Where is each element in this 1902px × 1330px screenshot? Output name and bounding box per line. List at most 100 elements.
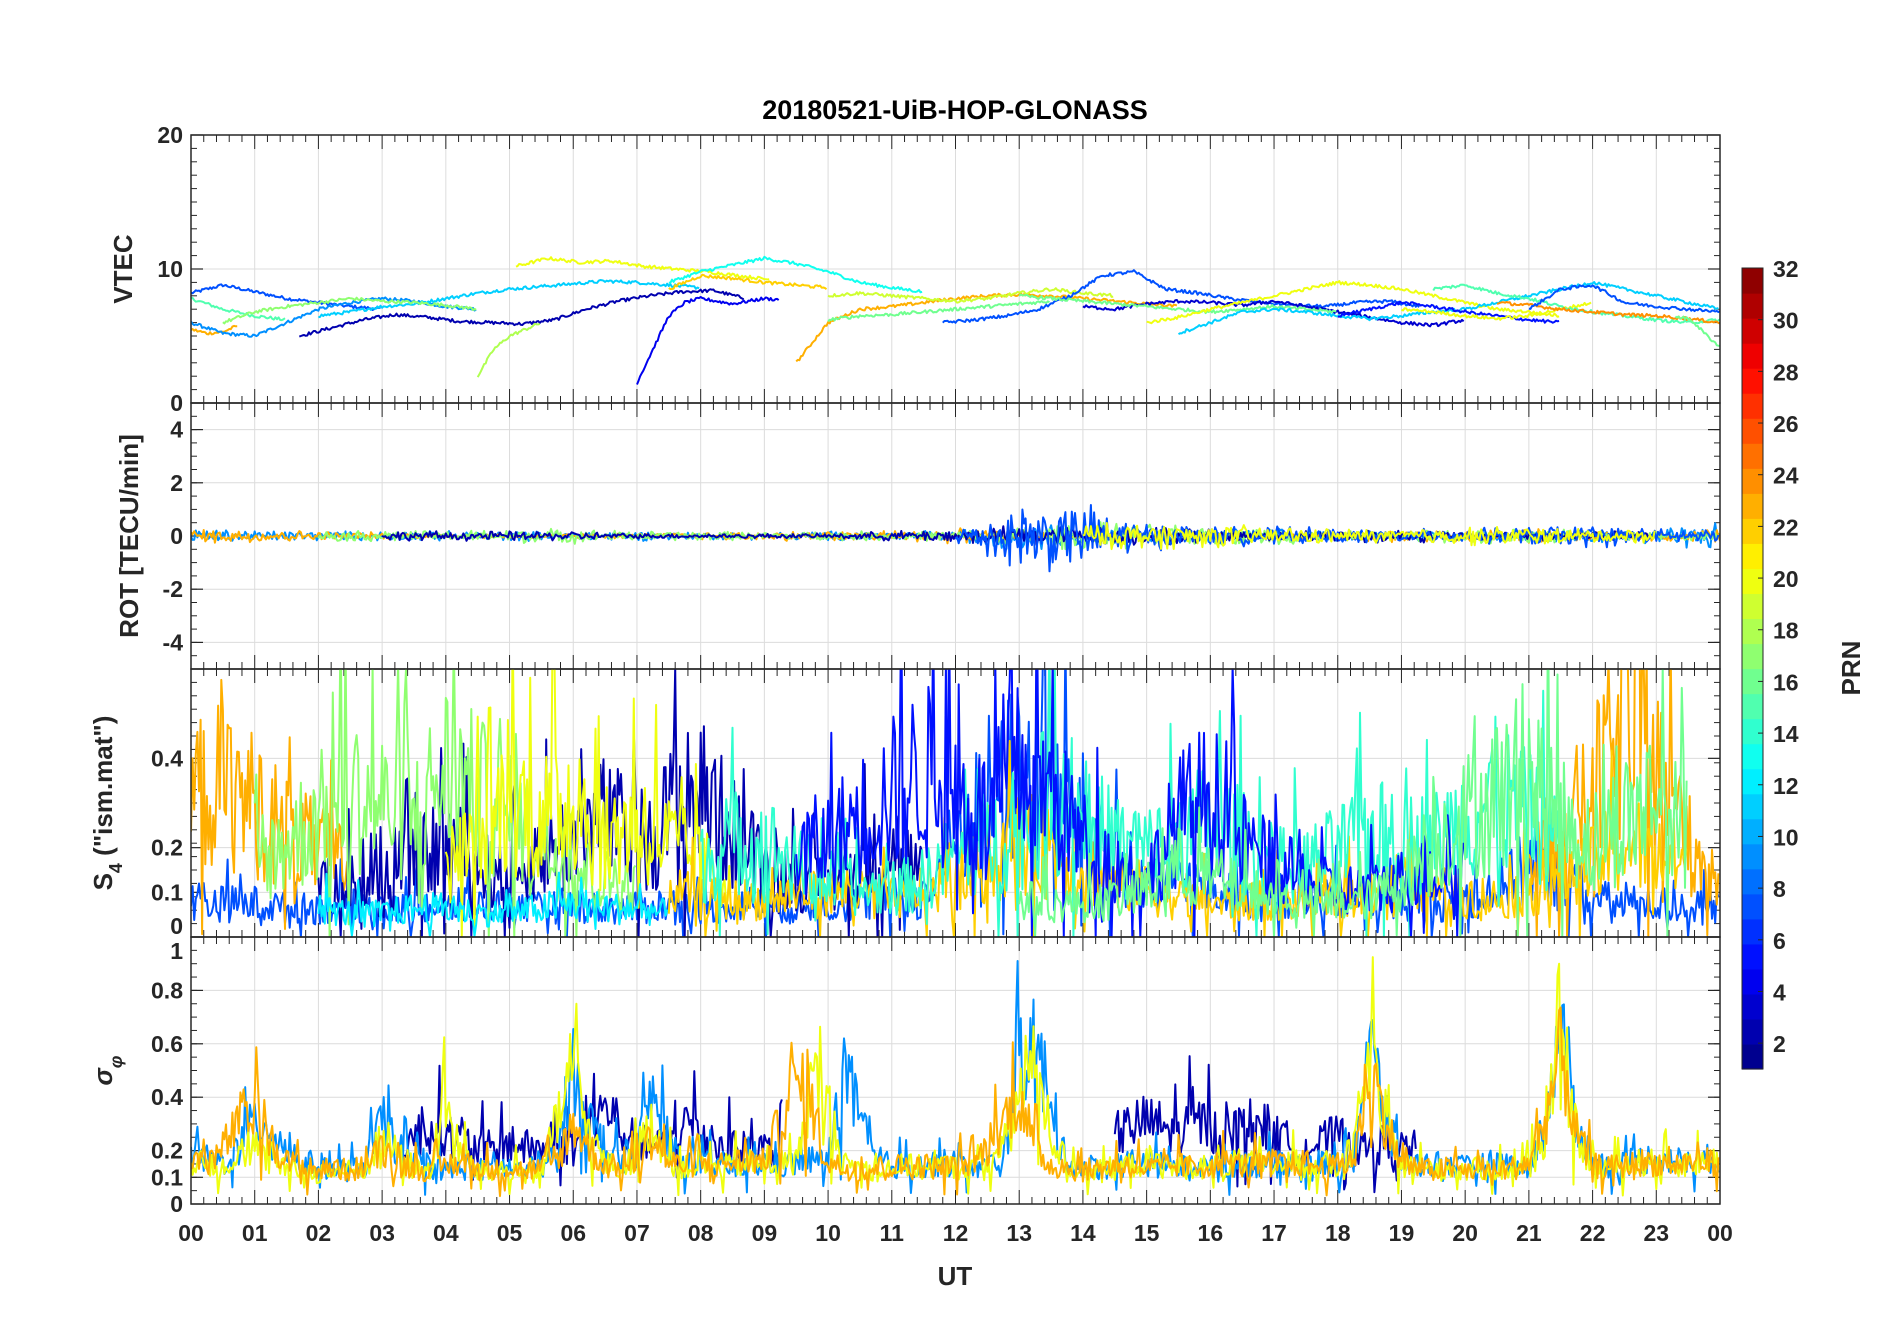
x-tick-label: 04 xyxy=(433,1220,459,1246)
colorbar-level xyxy=(1742,593,1763,620)
y-tick-label: 0.1 xyxy=(151,879,183,905)
colorbar-level xyxy=(1742,468,1763,494)
colorbar-level xyxy=(1742,368,1763,394)
y-tick-label: 4 xyxy=(170,417,183,443)
y-label-sub: φ xyxy=(106,1055,126,1068)
series-group xyxy=(191,669,1720,937)
colorbar-tick-label: 10 xyxy=(1773,824,1799,850)
panel-vtec: 0 10 20 VTEC xyxy=(108,122,1721,416)
colorbar-tick-label: 28 xyxy=(1773,359,1799,385)
y-tick-label: 0 xyxy=(170,1191,183,1217)
colorbar-level xyxy=(1742,568,1763,595)
series-prn-9 xyxy=(191,960,1720,1196)
series-prn-16 xyxy=(1018,669,1688,937)
y-label-rest: ("ism.mat") xyxy=(88,716,118,863)
x-tick-label: 11 xyxy=(880,1220,905,1246)
y-tick-label: 0.1 xyxy=(151,1164,183,1190)
colorbar-level xyxy=(1742,943,1763,970)
colorbar-level xyxy=(1742,268,1763,294)
colorbar-tick-label: 32 xyxy=(1773,256,1799,282)
series-prn-20 xyxy=(444,669,732,937)
colorbar-tick-label: 4 xyxy=(1773,979,1786,1005)
series-prn-20 xyxy=(1401,301,1592,321)
x-tick-label: 15 xyxy=(1134,1220,1160,1246)
series-prn-23 xyxy=(795,292,1178,363)
x-tick-label: 08 xyxy=(688,1220,714,1246)
colorbar-level xyxy=(1742,618,1763,645)
panel-frame xyxy=(190,936,1721,1205)
series-prn-19 xyxy=(827,287,1114,304)
series-prn-12 xyxy=(317,871,669,937)
colorbar-level xyxy=(1742,918,1763,945)
x-tick-label: 10 xyxy=(815,1220,841,1246)
y-tick-label: -4 xyxy=(163,629,184,655)
series-prn-11 xyxy=(1177,281,1719,336)
colorbar-level xyxy=(1742,768,1763,795)
colorbar-tick-label: 20 xyxy=(1773,566,1799,592)
x-tick-label: 06 xyxy=(560,1220,586,1246)
series-prn-3 xyxy=(1082,299,1465,328)
colorbar-level xyxy=(1742,718,1763,745)
colorbar-tick-label: 16 xyxy=(1773,669,1799,695)
colorbar-level xyxy=(1742,418,1763,444)
x-tick-label: 00 xyxy=(1707,1220,1733,1246)
series-prn-23 xyxy=(191,324,238,336)
colorbar-tick-label: 12 xyxy=(1773,773,1799,799)
y-tick-label: 10 xyxy=(157,256,183,282)
series-prn-17 xyxy=(253,669,637,937)
colorbar-level xyxy=(1742,818,1763,845)
y-tick-label: -2 xyxy=(163,576,183,602)
colorbar-level xyxy=(1742,1043,1763,1070)
colorbar-level xyxy=(1742,443,1763,469)
series-prn-7 xyxy=(1528,284,1720,313)
y-label-main: S xyxy=(88,873,118,890)
colorbar-tick-label: 2 xyxy=(1773,1031,1786,1057)
series-group xyxy=(191,504,1720,573)
x-tick-label: 21 xyxy=(1516,1220,1542,1246)
y-tick-label: 0 xyxy=(170,390,183,416)
colorbar-tick-label: 14 xyxy=(1773,721,1799,747)
y-tick-label: 0 xyxy=(170,913,183,939)
colorbar-level xyxy=(1742,668,1763,695)
series-prn-14 xyxy=(699,669,1561,937)
colorbar-level xyxy=(1742,643,1763,670)
series-prn-20 xyxy=(1082,522,1656,551)
series-prn-11 xyxy=(318,279,700,319)
y-tick-label: 0.4 xyxy=(151,745,183,771)
y-tick-label: 0 xyxy=(170,523,183,549)
x-tick-label: 05 xyxy=(497,1220,523,1246)
series-prn-18 xyxy=(476,322,541,378)
colorbar-level xyxy=(1742,893,1763,920)
x-tick-label: 09 xyxy=(752,1220,778,1246)
x-tick-label: 03 xyxy=(369,1220,395,1246)
y-tick-label: 0.6 xyxy=(151,1031,183,1057)
y-tick-label: 0.2 xyxy=(151,835,183,861)
y-tick-label: 0.4 xyxy=(151,1084,183,1110)
panel-s4: 0 0.1 0.2 0.4 S4 ("ism.mat") xyxy=(88,668,1721,939)
x-tick-label: 13 xyxy=(1006,1220,1032,1246)
x-tick-label: 17 xyxy=(1261,1220,1287,1246)
y-tick-label: 2 xyxy=(170,470,183,496)
x-tick-label: 19 xyxy=(1389,1220,1415,1246)
colorbar-level xyxy=(1742,743,1763,770)
colorbar-tick-label: 30 xyxy=(1773,308,1799,334)
series-prn-20 xyxy=(515,256,770,281)
y-tick-label: 20 xyxy=(157,122,183,148)
colorbar-level xyxy=(1742,1018,1763,1045)
series-prn-22 xyxy=(668,273,828,291)
series-prn-15 xyxy=(191,296,286,322)
series-prn-2 xyxy=(298,288,745,338)
series-prn-20 xyxy=(1146,280,1560,325)
colorbar-level xyxy=(1742,493,1763,519)
series-prn-16 xyxy=(827,300,1051,323)
y-label-main: σ xyxy=(88,1066,118,1085)
x-tick-label: 01 xyxy=(242,1220,268,1246)
colorbar-level xyxy=(1742,318,1763,344)
series-prn-17 xyxy=(222,296,477,325)
series-prn-7 xyxy=(191,283,381,311)
x-axis-label: UT xyxy=(938,1261,973,1291)
series-prn-13 xyxy=(668,255,923,294)
